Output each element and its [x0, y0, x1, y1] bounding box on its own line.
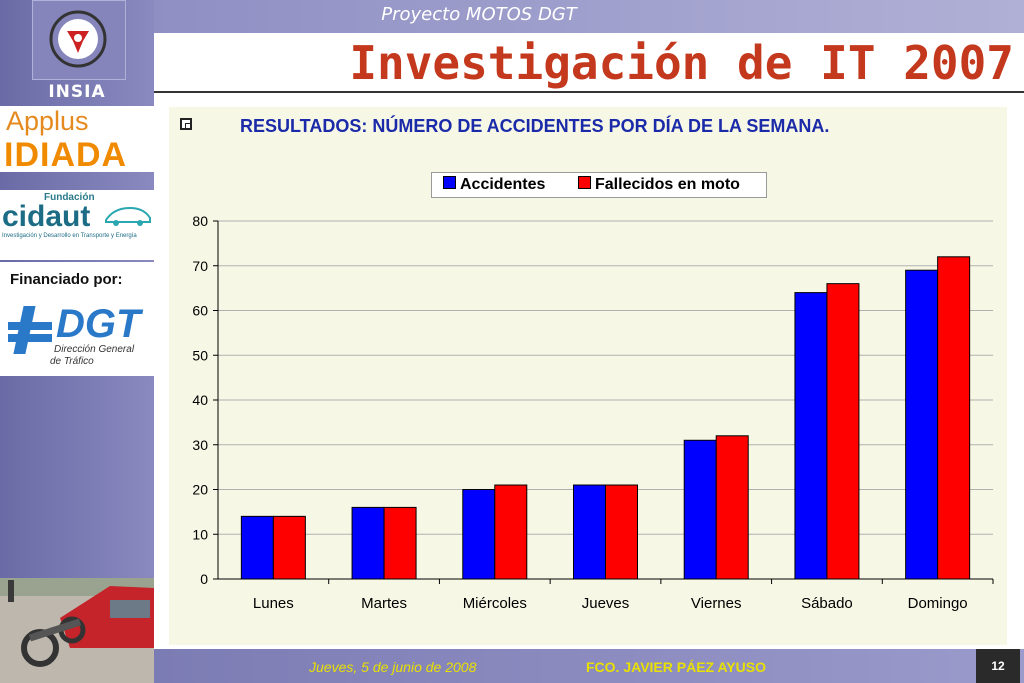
legend-item-accidentes: Accidentes	[443, 176, 545, 194]
bar-fallecidos	[272, 515, 306, 580]
applus-text: Applus	[6, 106, 89, 136]
footer-author: FCO. JAVIER PÁEZ AYUSO	[586, 659, 766, 675]
x-tick-label: Martes	[361, 595, 407, 612]
bar-accidentes	[351, 506, 385, 580]
insia-logo	[32, 0, 126, 80]
y-tick-label: 20	[192, 482, 208, 498]
x-tick-label: Lunes	[253, 595, 294, 612]
dgt-cross-icon	[8, 306, 52, 354]
bar-fallecidos	[937, 256, 971, 580]
bar-accidentes	[573, 484, 606, 580]
bar-fallecidos	[715, 435, 749, 580]
dgt-wordmark: DGT	[56, 302, 141, 346]
sidebar: INSIA Applus IDIADA Fundación cidaut Inv…	[0, 0, 154, 683]
legend-label-fallecidos: Fallecidos en moto	[595, 176, 740, 193]
x-tick-label: Domingo	[908, 595, 968, 612]
y-tick-label: 40	[192, 392, 208, 408]
page-number: 12	[976, 649, 1020, 683]
y-tick-label: 10	[192, 526, 208, 542]
cidaut-tagline: Investigación y Desarrollo en Transporte…	[2, 233, 137, 239]
financiado-label: Financiado por:	[0, 262, 154, 298]
x-tick-label: Sábado	[801, 595, 853, 612]
legend-swatch-accidentes	[443, 176, 456, 190]
top-banner: Proyecto MOTOS DGT	[154, 0, 1024, 33]
y-tick-label: 80	[192, 213, 208, 229]
bar-chart: 0 10 20 30 40 50 60 70 80 Lunes Martes Miércoles Jue…	[192, 213, 994, 612]
page-title: Investigación de IT 2007	[349, 36, 1014, 90]
legend-item-fallecidos: Fallecidos en moto	[578, 176, 740, 194]
y-tick-label: 50	[192, 347, 208, 363]
applus-idiada-logo: Applus IDIADA	[0, 106, 154, 174]
project-name: Proyecto MOTOS DGT	[381, 4, 577, 25]
dgt-logo: DGT Dirección General de Tráfico	[0, 296, 154, 376]
bar-accidentes	[240, 515, 274, 580]
insia-emblem-icon	[49, 10, 107, 68]
section-subtitle: RESULTADOS: NÚMERO DE ACCIDENTES POR DÍA…	[240, 116, 830, 136]
cidaut-fundacion: Fundación	[44, 192, 95, 203]
bar-fallecidos	[494, 484, 528, 580]
bar-accidentes	[683, 439, 717, 580]
y-tick-label: 0	[200, 571, 208, 587]
car-icon	[105, 206, 151, 226]
insia-label: INSIA	[48, 82, 106, 102]
cidaut-logo: Fundación cidaut Investigación y Desarro…	[0, 190, 154, 260]
financiado-text: Financiado por:	[10, 271, 123, 288]
y-tick-label: 30	[192, 437, 208, 453]
title-divider	[154, 91, 1024, 93]
y-tick-label: 70	[192, 258, 208, 274]
x-tick-label: Jueves	[582, 595, 630, 612]
idiada-text: IDIADA	[4, 136, 128, 174]
footer-date: Jueves, 5 de junio de 2008	[309, 659, 477, 675]
crash-photo	[0, 578, 154, 683]
legend-swatch-fallecidos	[578, 176, 591, 190]
motorcycle-crash-image	[0, 578, 154, 683]
bar-fallecidos	[383, 506, 417, 580]
dgt-line1: Dirección General	[54, 344, 135, 355]
bar-accidentes	[794, 292, 828, 580]
legend-label-accidentes: Accidentes	[460, 176, 546, 193]
chart-legend: Accidentes Fallecidos en moto	[431, 172, 767, 198]
bar-accidentes	[462, 489, 496, 580]
x-tick-label: Miércoles	[463, 595, 527, 612]
bar-fallecidos	[605, 484, 638, 580]
footer-bar: Jueves, 5 de junio de 2008 FCO. JAVIER P…	[154, 649, 1024, 683]
checkbox-bullet-icon	[180, 118, 192, 130]
cidaut-name: cidaut	[2, 200, 91, 233]
bar-accidentes	[905, 269, 939, 580]
y-tick-label: 60	[192, 303, 208, 319]
dgt-line2: de Tráfico	[50, 356, 94, 367]
x-tick-label: Viernes	[691, 595, 742, 612]
bar-fallecidos	[826, 283, 860, 580]
